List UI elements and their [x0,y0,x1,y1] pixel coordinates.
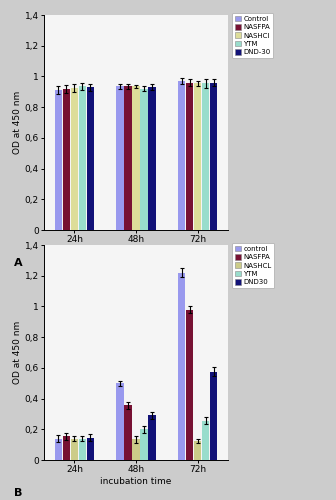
Bar [194,441,201,460]
Bar [132,440,140,460]
Y-axis label: OD at 450 nm: OD at 450 nm [13,91,22,154]
Legend: Control, NASFPA, NASHCl, YTM, DND-30: Control, NASFPA, NASHCl, YTM, DND-30 [232,13,273,58]
Y-axis label: OD at 450 nm: OD at 450 nm [13,321,22,384]
Bar [55,90,62,230]
Bar [186,310,193,460]
Bar [124,86,132,230]
Bar [140,430,148,460]
Bar [194,84,201,230]
Bar [63,88,70,230]
Bar [55,438,62,460]
Bar [87,87,94,230]
Bar [124,406,132,460]
Bar [210,82,217,230]
Text: A: A [14,258,23,268]
Bar [140,88,148,230]
Bar [202,421,209,460]
Text: B: B [14,488,23,498]
Bar [71,438,78,460]
Bar [186,82,193,230]
Bar [79,438,86,460]
Bar [178,272,185,460]
Bar [149,416,156,460]
Bar [202,84,209,230]
Legend: control, NASFPA, NASHCL, YTM, DND30: control, NASFPA, NASHCL, YTM, DND30 [232,243,274,288]
Bar [71,88,78,230]
Bar [87,438,94,460]
Bar [149,87,156,230]
X-axis label: incubation time: incubation time [100,476,172,486]
Bar [79,86,86,230]
Bar [63,436,70,460]
X-axis label: incubation time: incubation time [100,246,172,256]
Bar [117,383,124,460]
Bar [178,81,185,230]
Bar [210,372,217,460]
Bar [117,86,124,230]
Bar [132,86,140,230]
